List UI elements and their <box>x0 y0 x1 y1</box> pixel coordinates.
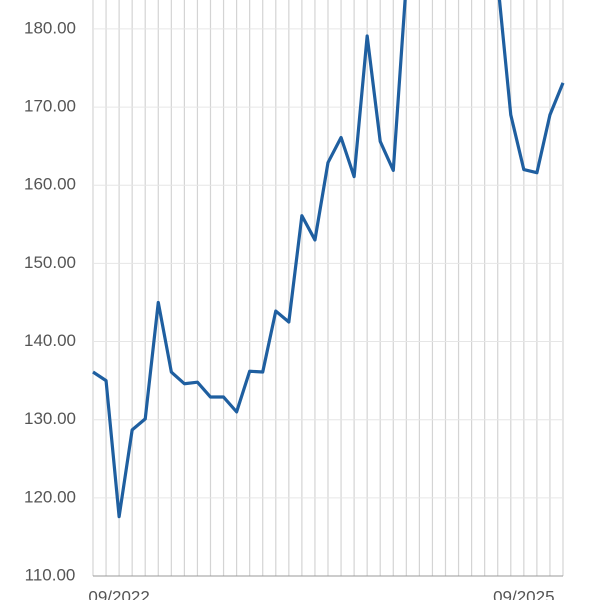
y-tick-label: 120.00 <box>24 487 76 506</box>
plot-area <box>92 0 565 519</box>
x-tick-label: 09/2025 <box>493 587 554 600</box>
y-tick-label: 170.00 <box>24 97 76 116</box>
y-tick-label: 150.00 <box>24 253 76 272</box>
y-tick-label: 110.00 <box>25 565 76 584</box>
y-tick-label: 130.00 <box>24 409 76 428</box>
y-tick-label: 160.00 <box>24 175 76 194</box>
x-tick-label: 09/2022 <box>88 587 149 600</box>
y-tick-label: 140.00 <box>24 331 76 350</box>
data-line <box>92 0 565 519</box>
y-tick-label: 180.00 <box>24 18 76 37</box>
